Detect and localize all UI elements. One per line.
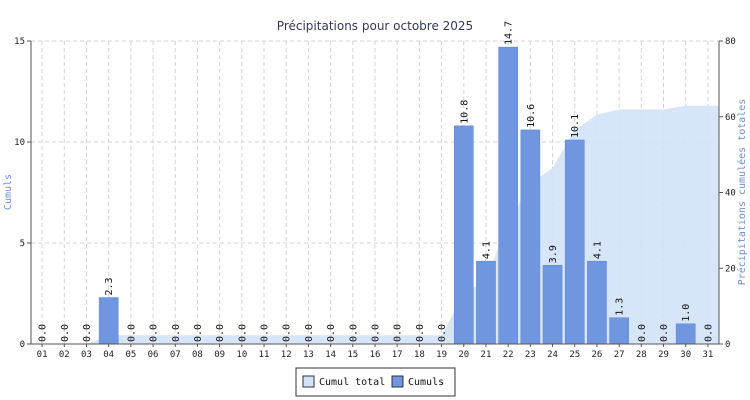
bar-27	[609, 317, 629, 345]
x-tick-label: 05	[125, 350, 136, 360]
x-tick-label: 02	[59, 350, 70, 360]
data-label-06: 0.0	[149, 324, 160, 342]
x-tick-label: 07	[170, 350, 181, 360]
legend: Cumul total Cumuls	[295, 367, 456, 397]
data-label-23: 10.6	[526, 104, 537, 128]
data-label-02: 0.0	[60, 324, 71, 342]
data-label-15: 0.0	[348, 324, 359, 342]
x-tick-label: 13	[303, 350, 314, 360]
y2-tick-label: 60	[725, 113, 736, 123]
data-label-22: 14.7	[504, 21, 515, 45]
x-tick-label: 04	[103, 350, 114, 360]
x-tick-label: 06	[148, 350, 159, 360]
data-label-09: 0.0	[215, 324, 226, 342]
bar-20	[453, 125, 474, 345]
x-tick-label: 21	[481, 350, 492, 360]
data-label-29: 0.0	[659, 324, 670, 342]
data-label-26: 4.1	[592, 241, 603, 259]
data-label-10: 0.0	[237, 324, 248, 342]
x-tick-label: 25	[569, 350, 580, 360]
x-tick-label: 26	[592, 350, 603, 360]
x-tick-label: 01	[37, 350, 48, 360]
data-label-04: 2.3	[104, 277, 115, 295]
x-tick-label: 03	[81, 350, 92, 360]
data-label-28: 0.0	[637, 324, 648, 342]
x-tick-label: 18	[414, 350, 425, 360]
x-tick-label: 08	[192, 350, 203, 360]
bar-23	[520, 129, 541, 345]
data-label-11: 0.0	[260, 324, 271, 342]
x-tick-label: 24	[547, 350, 558, 360]
data-label-13: 0.0	[304, 324, 315, 342]
data-label-25: 10.1	[570, 114, 581, 138]
bar-25	[564, 139, 585, 345]
y2-tick-label: 20	[725, 264, 736, 274]
bar-22	[498, 46, 518, 345]
bar-26	[587, 260, 607, 345]
data-labels: 0.0 0.0 0.0 2.3 0.0 0.0 0.0 0.0 0.0 0.0 0.0 0.0 0.0 0…	[38, 21, 715, 342]
x-tick-label: 19	[436, 350, 447, 360]
legend-label-cumuls: Cumuls	[408, 377, 444, 388]
data-label-21: 4.1	[481, 241, 492, 259]
x-tick-label: 20	[458, 350, 469, 360]
x-tick-label: 12	[281, 350, 292, 360]
x-tick-label: 22	[503, 350, 514, 360]
data-label-18: 0.0	[415, 324, 426, 342]
data-label-27: 1.3	[615, 298, 626, 316]
y-tick-label: 10	[14, 138, 25, 148]
data-label-14: 0.0	[326, 324, 337, 342]
data-label-17: 0.0	[393, 324, 404, 342]
x-tick-label: 17	[392, 350, 403, 360]
x-tick-label: 16	[370, 350, 381, 360]
x-tick-label: 11	[259, 350, 270, 360]
x-tick-label: 15	[347, 350, 358, 360]
data-label-01: 0.0	[38, 324, 49, 342]
legend-swatch-cumul-total	[302, 375, 315, 388]
y-tick-label: 0	[20, 340, 25, 350]
data-label-03: 0.0	[82, 324, 93, 342]
data-label-12: 0.0	[282, 324, 293, 342]
data-label-19: 0.0	[437, 324, 448, 342]
data-label-16: 0.0	[371, 324, 382, 342]
x-tick-label: 30	[680, 350, 691, 360]
data-label-31: 0.0	[703, 324, 714, 342]
y2-axis-label: Précipitations cumulées totales	[736, 99, 748, 286]
data-label-08: 0.0	[193, 324, 204, 342]
x-tick-label: 29	[658, 350, 669, 360]
data-label-24: 3.9	[548, 245, 559, 263]
data-label-20: 10.8	[459, 100, 470, 124]
bar-30	[675, 323, 696, 345]
y2-tick-label: 40	[725, 189, 736, 199]
chart-title: Précipitations pour octobre 2025	[277, 19, 473, 33]
y2-tick-label: 80	[725, 37, 736, 47]
legend-box	[295, 367, 456, 397]
x-tick-label: 31	[702, 350, 713, 360]
y-tick-label: 15	[14, 37, 25, 47]
data-label-05: 0.0	[126, 324, 137, 342]
bar-24	[542, 264, 563, 345]
legend-swatch-cumuls	[391, 375, 404, 388]
bar-04	[98, 297, 119, 345]
bar-21	[476, 260, 496, 345]
y-tick-label: 5	[20, 239, 25, 249]
x-tick-label: 27	[614, 350, 625, 360]
x-tick-label: 28	[636, 350, 647, 360]
data-label-07: 0.0	[171, 324, 182, 342]
x-tick-label: 14	[325, 350, 336, 360]
data-label-30: 1.0	[681, 304, 692, 322]
bars	[98, 46, 696, 345]
y-axis-label: Cumuls	[3, 174, 14, 210]
legend-label-cumul-total: Cumul total	[319, 377, 385, 388]
x-tick-label: 09	[214, 350, 225, 360]
x-tick-label: 23	[525, 350, 536, 360]
y2-tick-label: 0	[725, 340, 730, 350]
x-tick-label: 10	[236, 350, 247, 360]
